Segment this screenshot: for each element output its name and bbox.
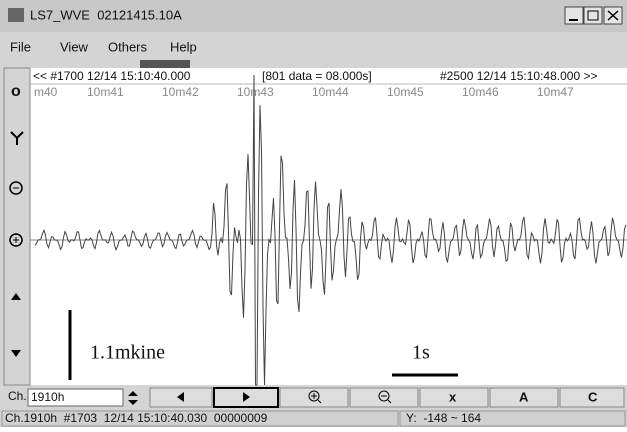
time-label: 10m44 xyxy=(312,85,349,99)
waveform xyxy=(34,74,627,386)
window-controls[interactable] xyxy=(564,6,623,25)
status-pane-right xyxy=(399,410,626,427)
left-toolbar: o xyxy=(3,67,31,386)
header-end: #2500 12/14 15:10:48.000 >> xyxy=(440,69,597,83)
amplitude-scale-label: 1.1mkine xyxy=(90,342,165,364)
time-label: m40 xyxy=(34,85,58,99)
zoom-in-y-button[interactable] xyxy=(9,233,23,247)
time-label: 10m46 xyxy=(462,85,499,99)
status-bar xyxy=(0,410,627,427)
time-label: 10m41 xyxy=(87,85,124,99)
header-range: [801 data = 08.000s] xyxy=(262,69,372,83)
channel-spinner[interactable] xyxy=(128,391,138,405)
left-toolbar-bg xyxy=(3,67,31,386)
time-label: 10m45 xyxy=(387,85,424,99)
a-button[interactable] xyxy=(489,387,559,408)
maximize-button[interactable] xyxy=(583,6,603,25)
time-labels: m40 10m41 10m42 10m43 10m44 10m45 10m46 10m47 xyxy=(34,85,574,99)
zoom-out-x-button[interactable] xyxy=(349,387,419,408)
clear-button[interactable] xyxy=(419,387,489,408)
zoom-in-y-icon xyxy=(13,237,19,243)
zoom-out-x-icon xyxy=(378,390,390,402)
status-pane xyxy=(1,410,399,427)
c-button[interactable] xyxy=(559,387,625,408)
close-icon xyxy=(607,10,619,21)
time-scale-label: 1s xyxy=(412,342,430,364)
app-icon xyxy=(8,8,24,22)
menu-view[interactable]: View xyxy=(60,39,89,54)
plot-area xyxy=(30,68,627,385)
menu-others[interactable]: Others xyxy=(108,39,148,54)
status-info: Ch.1910h #1703 12/14 15:10:40.030 000000… xyxy=(5,411,268,425)
header-start: << #1700 12/14 15:10:40.000 xyxy=(33,69,191,83)
menu-file[interactable]: File xyxy=(10,39,31,54)
down-button[interactable] xyxy=(11,350,21,357)
status-y-range: Y: -148 ~ 164 xyxy=(406,411,481,425)
scroll-indicator xyxy=(140,60,190,68)
fit-button[interactable] xyxy=(10,131,24,145)
clear-label: x xyxy=(449,389,457,404)
time-label: 10m43 xyxy=(237,85,274,99)
channel-label: Ch. xyxy=(8,389,27,403)
zoom-in-x-icon-lines xyxy=(311,393,322,404)
minimize-button[interactable] xyxy=(564,6,584,25)
maximize-icon xyxy=(587,10,599,21)
time-label: 10m47 xyxy=(537,85,574,99)
channel-input[interactable] xyxy=(27,388,124,407)
zoom-out-x-icon-lines xyxy=(381,395,392,404)
time-label: 10m42 xyxy=(162,85,199,99)
menu-help[interactable]: Help xyxy=(170,39,197,54)
zoom-out-y-button[interactable] xyxy=(9,181,23,195)
zoom-in-x-icon xyxy=(308,390,320,402)
title-bar xyxy=(0,0,627,32)
window-title: LS7_WVE 02121415.10A xyxy=(30,7,182,22)
prev-icon xyxy=(177,392,184,402)
channel-value: 1910h xyxy=(31,390,64,404)
button-row: x A C xyxy=(149,387,625,408)
up-button[interactable] xyxy=(11,293,21,300)
zero-button[interactable]: o xyxy=(11,83,21,100)
c-label: C xyxy=(588,389,598,404)
a-label: A xyxy=(519,389,529,404)
next-icon xyxy=(243,392,250,402)
